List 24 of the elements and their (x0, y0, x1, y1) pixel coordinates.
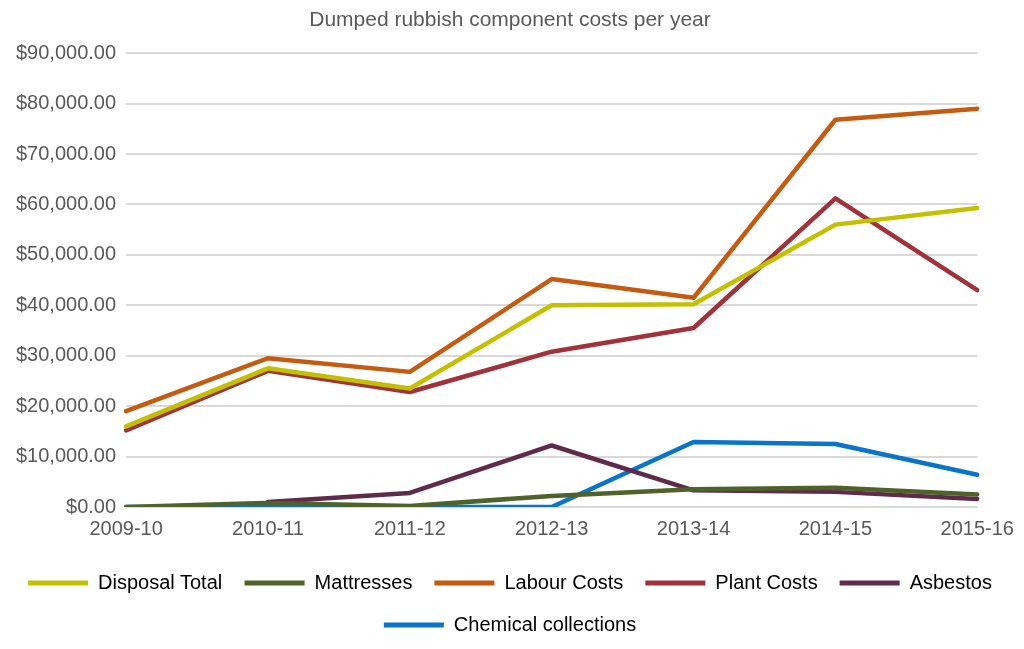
y-tick-label: $90,000.00 (15, 40, 117, 63)
y-tick-label: $10,000.00 (15, 444, 117, 467)
y-tick-label: $50,000.00 (15, 242, 117, 265)
x-tick-label: 2009-10 (89, 516, 163, 539)
legend-label: Asbestos (909, 570, 992, 593)
y-tick-label: $70,000.00 (15, 141, 117, 164)
legend-label: Disposal Total (98, 570, 223, 593)
legend-label: Labour Costs (504, 570, 624, 593)
y-tick-label: $20,000.00 (15, 393, 117, 416)
x-tick-label: 2014-15 (798, 516, 873, 539)
legend-label: Chemical collections (453, 612, 637, 635)
y-tick-label: $60,000.00 (15, 191, 117, 214)
x-tick-label: 2012-13 (515, 516, 589, 539)
chart-title: Dumped rubbish component costs per year (309, 7, 711, 31)
legend-label: Plant Costs (715, 570, 818, 593)
y-tick-label: $30,000.00 (15, 343, 117, 366)
y-tick-label: $0.00 (66, 494, 117, 517)
y-tick-label: $40,000.00 (15, 292, 117, 315)
x-tick-label: 2011-12 (373, 516, 446, 539)
legend-label: Mattresses (314, 570, 413, 593)
x-tick-label: 2015-16 (940, 516, 1014, 539)
y-tick-label: $80,000.00 (15, 91, 117, 114)
x-tick-label: 2013-14 (656, 516, 731, 539)
x-tick-label: 2010-11 (232, 516, 304, 539)
